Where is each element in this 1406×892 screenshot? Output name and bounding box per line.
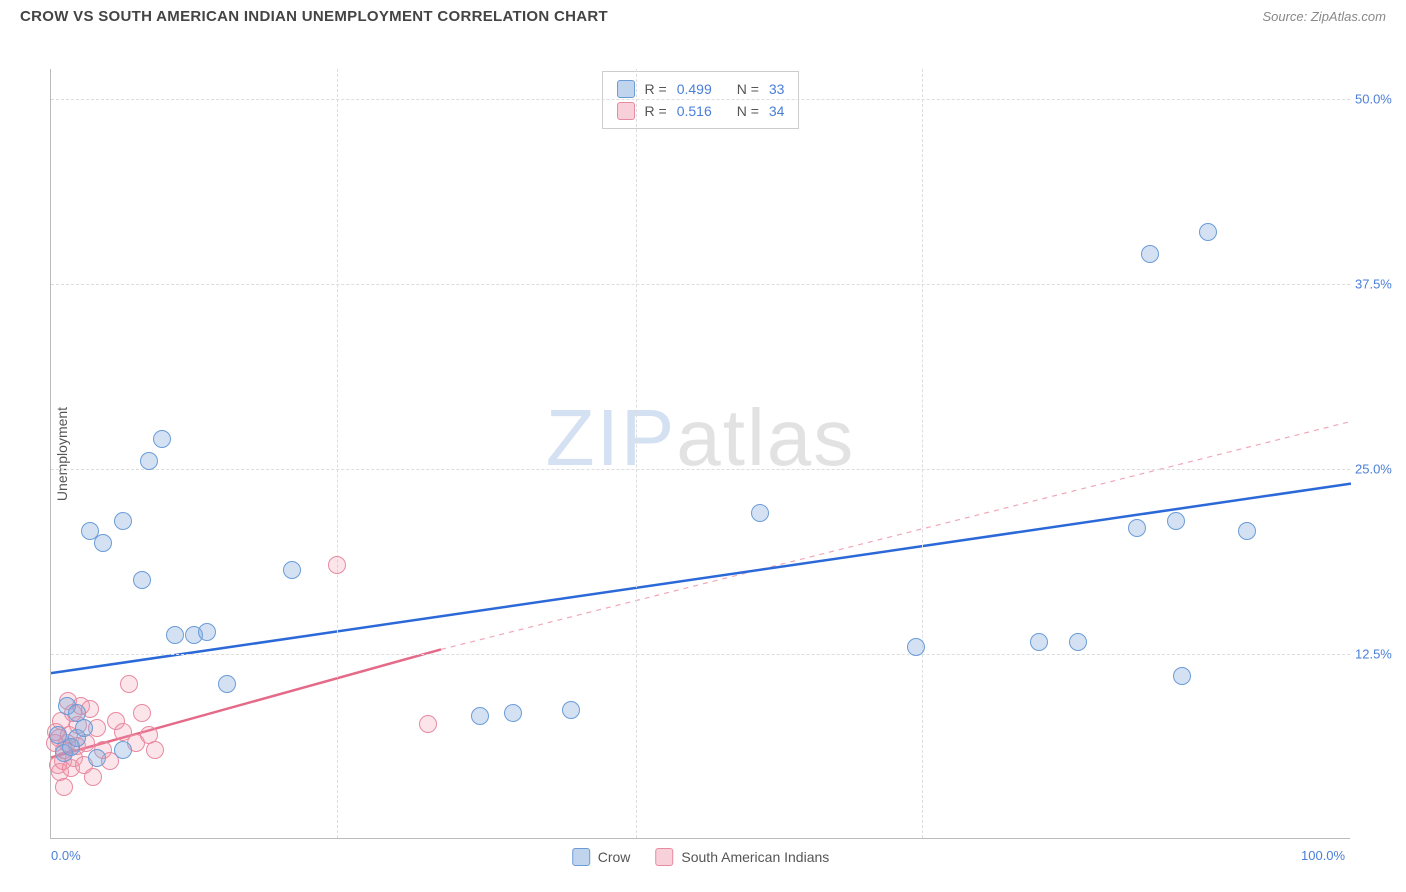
source-label: Source: xyxy=(1262,9,1310,24)
legend-crow-label: Crow xyxy=(598,849,631,865)
chart-header: CROW VS SOUTH AMERICAN INDIAN UNEMPLOYME… xyxy=(0,0,1406,29)
gridline-horizontal xyxy=(51,99,1350,100)
crow-data-point xyxy=(907,638,925,656)
legend-item-sai: South American Indians xyxy=(655,848,829,866)
trend-lines-svg xyxy=(51,69,1351,839)
sai-data-point xyxy=(328,556,346,574)
sai-n-value: 34 xyxy=(769,103,785,119)
gridline-vertical xyxy=(922,69,923,838)
series-legend: Crow South American Indians xyxy=(572,848,830,866)
legend-row-crow: R = 0.499 N = 33 xyxy=(617,78,785,100)
crow-data-point xyxy=(140,452,158,470)
legend-row-sai: R = 0.516 N = 34 xyxy=(617,100,785,122)
crow-data-point xyxy=(504,704,522,722)
crow-data-point xyxy=(133,571,151,589)
crow-data-point xyxy=(88,749,106,767)
crow-data-point xyxy=(1030,633,1048,651)
x-tick-label: 0.0% xyxy=(51,848,81,863)
sai-data-point xyxy=(419,715,437,733)
crow-data-point xyxy=(94,534,112,552)
gridline-vertical xyxy=(337,69,338,838)
correlation-legend: R = 0.499 N = 33 R = 0.516 N = 34 xyxy=(602,71,800,129)
crow-r-value: 0.499 xyxy=(677,81,727,97)
crow-data-point xyxy=(1173,667,1191,685)
source-value: ZipAtlas.com xyxy=(1311,9,1386,24)
crow-data-point xyxy=(75,719,93,737)
watermark: ZIPatlas xyxy=(546,392,855,484)
chart-container: Unemployment ZIPatlas R = 0.499 N = 33 R… xyxy=(0,29,1406,879)
gridline-horizontal xyxy=(51,469,1350,470)
crow-data-point xyxy=(114,741,132,759)
gridline-horizontal xyxy=(51,654,1350,655)
sai-data-point xyxy=(146,741,164,759)
swatch-crow-icon xyxy=(617,80,635,98)
crow-n-value: 33 xyxy=(769,81,785,97)
sai-data-point xyxy=(120,675,138,693)
crow-data-point xyxy=(1238,522,1256,540)
crow-data-point xyxy=(283,561,301,579)
swatch-crow-icon xyxy=(572,848,590,866)
crow-data-point xyxy=(1128,519,1146,537)
sai-r-value: 0.516 xyxy=(677,103,727,119)
crow-data-point xyxy=(218,675,236,693)
crow-data-point xyxy=(114,512,132,530)
x-tick-label: 100.0% xyxy=(1301,848,1345,863)
legend-sai-label: South American Indians xyxy=(681,849,829,865)
crow-data-point xyxy=(1167,512,1185,530)
y-tick-label: 25.0% xyxy=(1355,461,1406,476)
sai-data-point xyxy=(133,704,151,722)
n-label: N = xyxy=(737,103,759,119)
y-tick-label: 37.5% xyxy=(1355,276,1406,291)
crow-data-point xyxy=(562,701,580,719)
plot-area: ZIPatlas R = 0.499 N = 33 R = 0.516 N = … xyxy=(50,69,1350,839)
crow-data-point xyxy=(471,707,489,725)
crow-data-point xyxy=(1199,223,1217,241)
swatch-sai-icon xyxy=(655,848,673,866)
legend-item-crow: Crow xyxy=(572,848,631,866)
r-label: R = xyxy=(645,81,667,97)
sai-data-point xyxy=(55,778,73,796)
crow-data-point xyxy=(1141,245,1159,263)
crow-data-point xyxy=(166,626,184,644)
crow-data-point xyxy=(198,623,216,641)
gridline-vertical xyxy=(636,69,637,838)
sai-data-point xyxy=(84,768,102,786)
crow-data-point xyxy=(1069,633,1087,651)
r-label: R = xyxy=(645,103,667,119)
chart-title: CROW VS SOUTH AMERICAN INDIAN UNEMPLOYME… xyxy=(20,8,608,25)
gridline-horizontal xyxy=(51,284,1350,285)
source-attribution: Source: ZipAtlas.com xyxy=(1262,9,1386,24)
swatch-sai-icon xyxy=(617,102,635,120)
crow-data-point xyxy=(751,504,769,522)
y-tick-label: 50.0% xyxy=(1355,91,1406,106)
n-label: N = xyxy=(737,81,759,97)
y-tick-label: 12.5% xyxy=(1355,646,1406,661)
crow-data-point xyxy=(153,430,171,448)
